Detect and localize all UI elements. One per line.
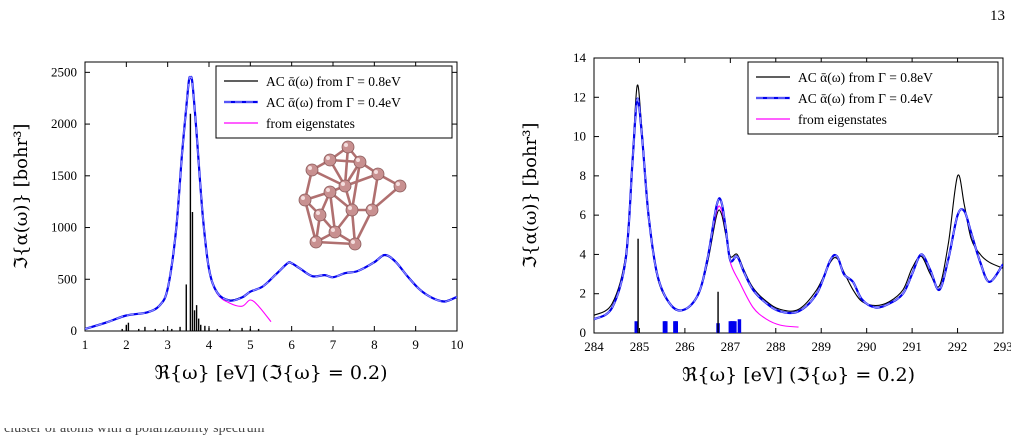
right-panel: 284 285 286 287 288 289 290 291 292 293 0 2 4 6 8 10 12 1…: [520, 50, 1011, 386]
y-axis-label: ℑ{α(ω)} [bohr³]: [11, 124, 32, 270]
molecule-atom-highlight: [326, 188, 330, 192]
x-tick-label: 9: [412, 337, 419, 352]
x-tick-label: 2: [123, 337, 130, 352]
molecule-bond: [303, 199, 318, 243]
legend-label: from eigenstates: [798, 112, 887, 127]
y-tick-label: 500: [58, 271, 78, 286]
y-tick-label: 10: [573, 129, 586, 144]
cropped-caption-text: cluster of atoms with a polarizability s…: [4, 428, 265, 436]
molecule-bond: [343, 146, 350, 187]
molecule-atom: [328, 225, 342, 239]
x-tick-label: 287: [721, 339, 741, 354]
molecule-atom-highlight: [341, 182, 345, 186]
y-tick-label: 0: [71, 323, 78, 338]
y-tick-label: 6: [580, 207, 587, 222]
x-tick-label: 4: [206, 337, 213, 352]
molecule-atom-highlight: [331, 228, 335, 232]
molecule-atom: [345, 203, 359, 217]
molecule-atom: [323, 185, 337, 199]
x-tick-label: 284: [584, 339, 604, 354]
x-tick-label: 7: [330, 337, 337, 352]
y-axis-label: ℑ{α(ω)} [bohr³]: [520, 123, 541, 269]
x-tick-label: 3: [164, 337, 171, 352]
molecule-bond: [328, 191, 337, 233]
x-tick-label: 292: [948, 339, 968, 354]
molecule-atom-highlight: [368, 206, 372, 210]
plot-frame: [84, 61, 458, 332]
y-tick-label: 14: [573, 50, 587, 65]
y-tick-label: 2500: [51, 64, 77, 79]
x-tick-label: 1: [82, 337, 89, 352]
page-number: 13: [990, 8, 1005, 24]
plot-frame: [593, 57, 1004, 334]
series-line-ac-0.4eV: [594, 97, 1003, 320]
y-tick-label: 8: [580, 168, 587, 183]
y-tick-label: 12: [573, 89, 586, 104]
x-tick-label: 288: [766, 339, 786, 354]
molecule-atom: [341, 140, 355, 154]
molecule-atom: [338, 179, 352, 193]
x-tick-label: 290: [857, 339, 877, 354]
y-axis: 0 2 4 6 8 10 12 14: [573, 50, 1003, 340]
x-tick-label: 289: [811, 339, 831, 354]
x-tick-label: 8: [371, 337, 378, 352]
molecule-atom-highlight: [344, 143, 348, 147]
legend-label: AC ᾱ(ω) from Γ = 0.4eV: [266, 95, 401, 110]
molecule-atom-highlight: [396, 182, 400, 186]
molecule-atom-highlight: [348, 206, 352, 210]
y-tick-label: 0: [580, 325, 587, 340]
molecule-bond: [315, 240, 356, 246]
molecule-atom-highlight: [308, 166, 312, 170]
legend-label: AC ᾱ(ω) from Γ = 0.8eV: [266, 74, 401, 89]
x-tick-label: 291: [902, 339, 922, 354]
x-tick-label: 5: [247, 337, 254, 352]
legend-label: AC ᾱ(ω) from Γ = 0.8eV: [798, 70, 933, 85]
molecule-atom: [393, 179, 407, 193]
molecule-atom: [365, 203, 379, 217]
molecule-atom: [298, 193, 312, 207]
molecule-atom-highlight: [312, 238, 316, 242]
y-tick-label: 2000: [51, 116, 77, 131]
x-tick-label: 285: [630, 339, 650, 354]
molecule-atom-highlight: [374, 170, 378, 174]
molecule-atom: [353, 155, 367, 169]
molecule-atom-highlight: [301, 196, 305, 200]
molecule-atom: [348, 237, 362, 251]
plot-area: [85, 75, 457, 331]
molecule-atom-highlight: [351, 240, 355, 244]
x-tick-label: 6: [288, 337, 295, 352]
x-axis: 284 285 286 287 288 289 290 291 292 293: [584, 58, 1011, 354]
x-tick-label: 293: [993, 339, 1011, 354]
legend-label: from eigenstates: [266, 116, 355, 131]
cropped-caption: cluster of atoms with a polarizability s…: [0, 428, 1011, 437]
y-axis: 0 500 1000 1500 2000 2500: [51, 64, 457, 338]
molecule-bond: [350, 161, 362, 211]
molecule-inset: [298, 140, 407, 251]
y-tick-label: 4: [580, 246, 587, 261]
x-axis-label: ℜ{ω} [eV] (ℑ{ω} = 0.2): [682, 364, 915, 386]
molecule-atom-highlight: [316, 211, 320, 215]
x-axis-label: ℜ{ω} [eV] (ℑ{ω} = 0.2): [155, 362, 388, 384]
legend: AC ᾱ(ω) from Γ = 0.8eV AC ᾱ(ω) from Γ = 0…: [215, 65, 453, 139]
left-panel: 1 2 3 4 5 6 7 8 9 10 0 500 1000 1500 2000 2500 ℜ{ω} [eV]…: [11, 61, 464, 384]
y-tick-label: 2: [580, 286, 587, 301]
molecule-atom-highlight: [326, 156, 330, 160]
molecule-atom: [323, 153, 337, 167]
y-tick-label: 1500: [51, 168, 77, 183]
plot-area: [594, 84, 1003, 333]
y-tick-label: 1000: [51, 220, 77, 235]
molecule-atom: [313, 208, 327, 222]
legend-label: AC ᾱ(ω) from Γ = 0.4eV: [798, 91, 933, 106]
series-line-ac-0.4eV: [85, 76, 457, 330]
molecule-atom: [371, 167, 385, 181]
molecule-atom: [309, 235, 323, 249]
x-tick-label: 10: [451, 337, 464, 352]
molecule-atom: [305, 163, 319, 177]
x-tick-label: 286: [675, 339, 695, 354]
molecule-atom-highlight: [356, 158, 360, 162]
legend: AC ᾱ(ω) from Γ = 0.8eV AC ᾱ(ω) from Γ = 0…: [747, 61, 999, 135]
